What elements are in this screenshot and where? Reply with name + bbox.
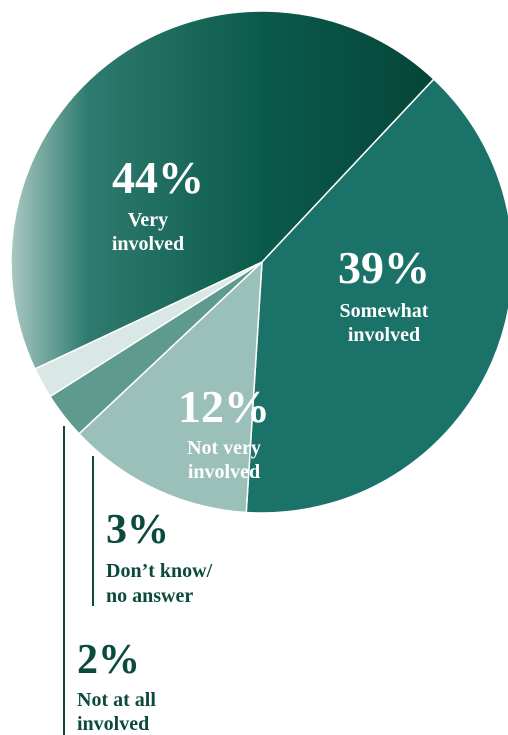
data-label-not-at-all-line2: involved <box>77 713 149 735</box>
data-label-dont-know-line2: no answer <box>106 585 193 607</box>
data-label-very-involved-percent: 44% <box>112 152 204 203</box>
data-label-somewhat-involved-line2: involved <box>348 324 420 346</box>
data-label-somewhat-involved-percent: 39% <box>338 242 430 293</box>
data-label-not-very-involved-line2: involved <box>188 461 260 483</box>
data-label-not-at-all-percent: 2% <box>77 637 140 683</box>
data-label-very-involved-line2: involved <box>112 233 184 255</box>
data-label-not-very-involved-percent: 12% <box>178 381 270 432</box>
data-label-not-at-all-line1: Not at all <box>77 689 156 711</box>
pie-slice-very-involved <box>10 10 435 370</box>
pie-slice-somewhat-involved <box>245 77 508 514</box>
data-label-dont-know-line1: Don’t know/ <box>106 560 213 582</box>
data-label-very-involved-line1: Very <box>128 209 168 231</box>
data-label-dont-know-percent: 3% <box>106 507 169 553</box>
data-label-somewhat-involved-line1: Somewhat <box>340 300 429 322</box>
pie-slices <box>10 10 508 514</box>
data-label-not-very-involved-line1: Not very <box>187 437 261 459</box>
pie-slice-not-very-involved <box>77 260 263 514</box>
